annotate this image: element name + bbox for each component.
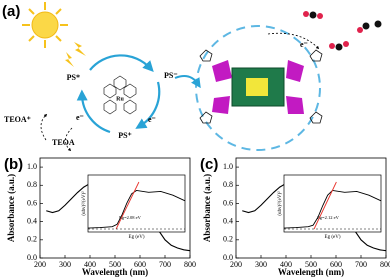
panel-a: (a) Ru PS* PS⁻ PS⁺ (2, 2, 382, 152)
panel-label: (a) (2, 3, 20, 20)
x-tick-label: 500 (305, 260, 317, 269)
x-tick-label: 800 (184, 260, 196, 269)
y-tick-label: 0.2 (223, 235, 233, 244)
photocycle (40, 54, 161, 152)
panel-label: (b) (4, 156, 23, 173)
inset-frame (283, 174, 382, 233)
x-tick-label: 800 (380, 260, 390, 269)
ps-reduced: PS⁻ (164, 71, 178, 80)
inset-line (283, 189, 382, 229)
inset-y-label: (αhν)²/(eV)² (81, 191, 87, 216)
electron-label: e⁻ (76, 113, 84, 122)
y-tick-label: 0.0 (27, 253, 37, 262)
ps-excited: PS* (67, 73, 80, 82)
ps-oxidized: PS⁺ (118, 131, 132, 140)
y-tick-label: 0.2 (27, 235, 37, 244)
y-tick-label: 1.0 (27, 162, 37, 171)
fit-line (115, 181, 140, 230)
x-tick-label: 500 (109, 260, 121, 269)
x-tick-label: 600 (134, 260, 146, 269)
x-tick-label: 400 (84, 260, 96, 269)
electron-label: e⁻ (148, 115, 156, 124)
sun (22, 2, 86, 67)
co2-molecules (303, 11, 382, 51)
inset-line (87, 189, 186, 229)
y-tick-label: 0.4 (223, 216, 233, 225)
x-tick-label: 300 (59, 260, 71, 269)
electron-label: e⁻ (300, 40, 308, 49)
inset-annotation: Eg=2.12 eV (317, 215, 340, 220)
y-tick-label: 0.6 (27, 198, 37, 207)
panel-label: (c) (200, 156, 218, 173)
x-tick-label: 300 (255, 260, 267, 269)
y-tick-label: 0.8 (223, 180, 233, 189)
x-tick-label: 200 (230, 260, 242, 269)
x-tick-label: 600 (330, 260, 342, 269)
inset-x-label: Eg (eV) (325, 235, 341, 240)
teoa-oxidized: TEOA⁺ (4, 115, 31, 124)
fit-line (313, 181, 337, 230)
y-tick-label: 1.0 (223, 162, 233, 171)
x-axis-label: Wavelength (nm) (278, 267, 344, 277)
y-tick-label: 0.8 (27, 180, 37, 189)
x-axis-label: Wavelength (nm) (82, 267, 148, 277)
y-axis-label: Absorbance (a.u.) (6, 174, 16, 242)
metal-label: Ru (116, 96, 124, 102)
x-tick-label: 200 (34, 260, 46, 269)
catalyst (174, 25, 323, 151)
y-axis-label: Absorbance (a.u.) (202, 174, 212, 242)
teoa: TEOA (52, 138, 75, 147)
y-tick-label: 0.6 (223, 198, 233, 207)
inset-annotation: Eg=2.08 eV (119, 215, 142, 220)
x-tick-label: 400 (280, 260, 292, 269)
inset-frame (87, 174, 186, 233)
y-tick-label: 0.0 (223, 253, 233, 262)
x-tick-label: 700 (159, 260, 171, 269)
y-tick-label: 0.4 (27, 216, 37, 225)
inset-x-label: Eg (eV) (129, 235, 145, 240)
inset-y-label: (αhν)²/(eV)² (277, 191, 283, 216)
x-tick-label: 700 (355, 260, 367, 269)
ru-complex (103, 75, 137, 115)
